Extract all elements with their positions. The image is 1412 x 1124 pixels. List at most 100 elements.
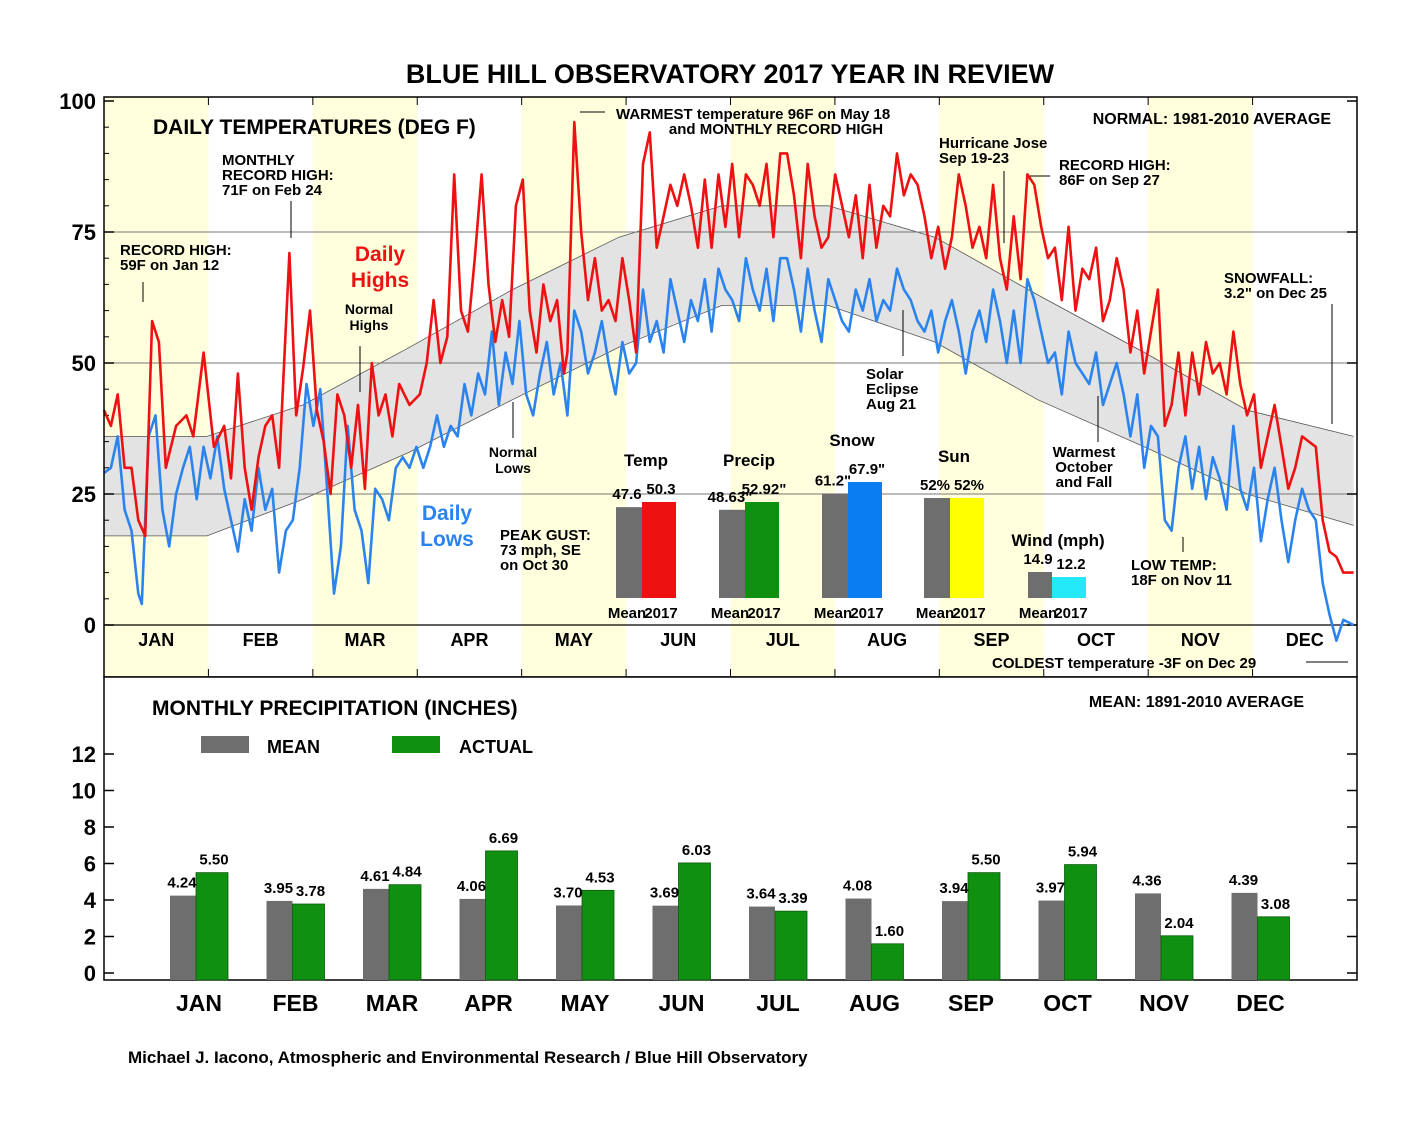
summary-actual-label: 2017 [850,605,883,622]
y-tick-label: 75 [72,220,96,245]
daily-highs-line [102,120,1354,574]
normal-lows-label: Normal [489,444,537,460]
y-tick-label: 50 [72,351,96,376]
annotation-text: Warmest [1053,444,1116,461]
summary-mean-label: Mean [608,605,646,622]
y-tick-label: 0 [84,613,96,638]
precip-mean-value: 3.70 [553,884,582,901]
y-tick-label: 2 [84,925,96,950]
summary-actual-label: 2017 [1054,605,1087,622]
normal-lows-label: Lows [495,460,531,476]
summary-actual-label: 2017 [644,605,677,622]
daily-highs-label: Daily [355,243,406,266]
annotation-text: Aug 21 [866,396,916,413]
normal-highs-label: Normal [345,301,393,317]
legend-actual-swatch [392,736,440,753]
annotation-text: SNOWFALL: [1224,270,1313,287]
precip-mean-value: 4.24 [167,875,197,892]
precip-month-label: APR [464,990,513,1016]
precip-month-label: FEB [273,990,319,1016]
month-label: JAN [138,630,174,650]
precip-actual-value: 3.78 [296,883,325,900]
annotation-text: RECORD HIGH: [222,167,334,184]
y-tick-label: 12 [72,742,96,767]
summary-mean-value: 47.6 [612,486,641,503]
daily-lows-label: Lows [420,528,474,551]
precip-month-label: MAR [366,990,419,1016]
y-tick-label: 25 [72,482,96,507]
precip-mean-bar [1038,900,1065,980]
precip-mean-value: 4.36 [1132,872,1161,889]
annotation-text: and Fall [1056,474,1113,491]
annotation-text: Eclipse [866,381,919,398]
precip-actual-value: 3.39 [778,890,807,907]
summary-mean-bar [822,493,848,598]
annotation-text: RECORD HIGH: [1059,157,1171,174]
precip-actual-bar [1160,935,1194,981]
precip-mean-bar [170,895,196,980]
month-label: FEB [243,630,279,650]
precip-mean-value: 4.08 [843,878,872,895]
precip-normal-label: MEAN: 1891-2010 AVERAGE [1089,694,1305,711]
annotation-text: 71F on Feb 24 [222,182,323,199]
precip-mean-value: 4.06 [457,878,486,895]
precip-actual-value: 5.94 [1068,844,1098,861]
summary-actual-value: 67.9" [849,461,885,478]
summary-actual-value: 12.2 [1056,556,1085,573]
y-tick-label: 6 [84,852,96,877]
precip-actual-value: 5.50 [199,852,228,869]
summary-group-title: Precip [723,451,775,470]
precip-mean-bar [942,901,968,980]
summary-group-title: Temp [624,451,668,470]
daily-highs-label: Highs [351,269,409,292]
precip-actual-value: 6.03 [682,842,711,859]
annual-summary-bars: 47.6 50.3TempMean201748.63"52.92"PrecipMe… [608,431,1105,622]
precip-month-label: AUG [849,990,900,1016]
summary-actual-bar [745,502,779,598]
precip-mean-bar [459,898,486,980]
summary-actual-value: 52% [954,477,984,494]
summary-mean-bar [616,507,642,598]
precip-mean-bar [652,905,679,980]
summary-mean-label: Mean [814,605,852,622]
summary-mean-label: Mean [711,605,749,622]
month-label: AUG [867,630,907,650]
annotation-text: 3.2" on Dec 25 [1224,285,1327,302]
annotation-text: MONTHLY [222,152,295,169]
precip-actual-bar [1064,864,1097,981]
normal-period-label: NORMAL: 1981-2010 AVERAGE [1093,111,1332,128]
precip-mean-value: 3.95 [264,880,293,897]
legend-mean-label: MEAN [267,737,320,757]
precip-actual-value: 5.50 [971,852,1000,869]
precip-actual-bar [1257,916,1290,981]
summary-mean-value: 48.63" [708,489,753,506]
month-label: MAR [345,630,386,650]
annotation-text: October [1055,459,1113,476]
precip-mean-value: 3.97 [1036,880,1065,897]
summary-group-title: Wind (mph) [1011,531,1104,550]
annotation-text: 73 mph, SE [500,542,581,559]
summary-actual-value: 50.3 [646,481,675,498]
precip-actual-value: 2.04 [1164,915,1194,932]
precip-mean-bar [556,905,582,980]
summary-mean-value: 61.2" [815,472,851,489]
precip-actual-value: 6.69 [489,830,518,847]
precip-actual-value: 4.53 [585,869,614,886]
precip-actual-value: 4.84 [392,864,422,881]
precip-actual-bar [678,862,711,981]
normal-lows-line [104,304,1354,537]
precip-month-label: JAN [176,990,222,1016]
precip-mean-bar [1231,892,1258,980]
month-label: NOV [1181,630,1220,650]
month-label: JUN [660,630,696,650]
y-tick-label: 8 [84,815,96,840]
daily-lows-line [103,256,1355,643]
summary-actual-bar [642,502,676,598]
precip-mean-value: 3.94 [939,880,969,897]
y-tick-label: 0 [84,961,96,986]
summary-actual-value: 52.92" [742,481,787,498]
summary-mean-bar [924,498,950,598]
figure-title: BLUE HILL OBSERVATORY 2017 YEAR IN REVIE… [406,59,1055,89]
month-label: OCT [1077,630,1115,650]
